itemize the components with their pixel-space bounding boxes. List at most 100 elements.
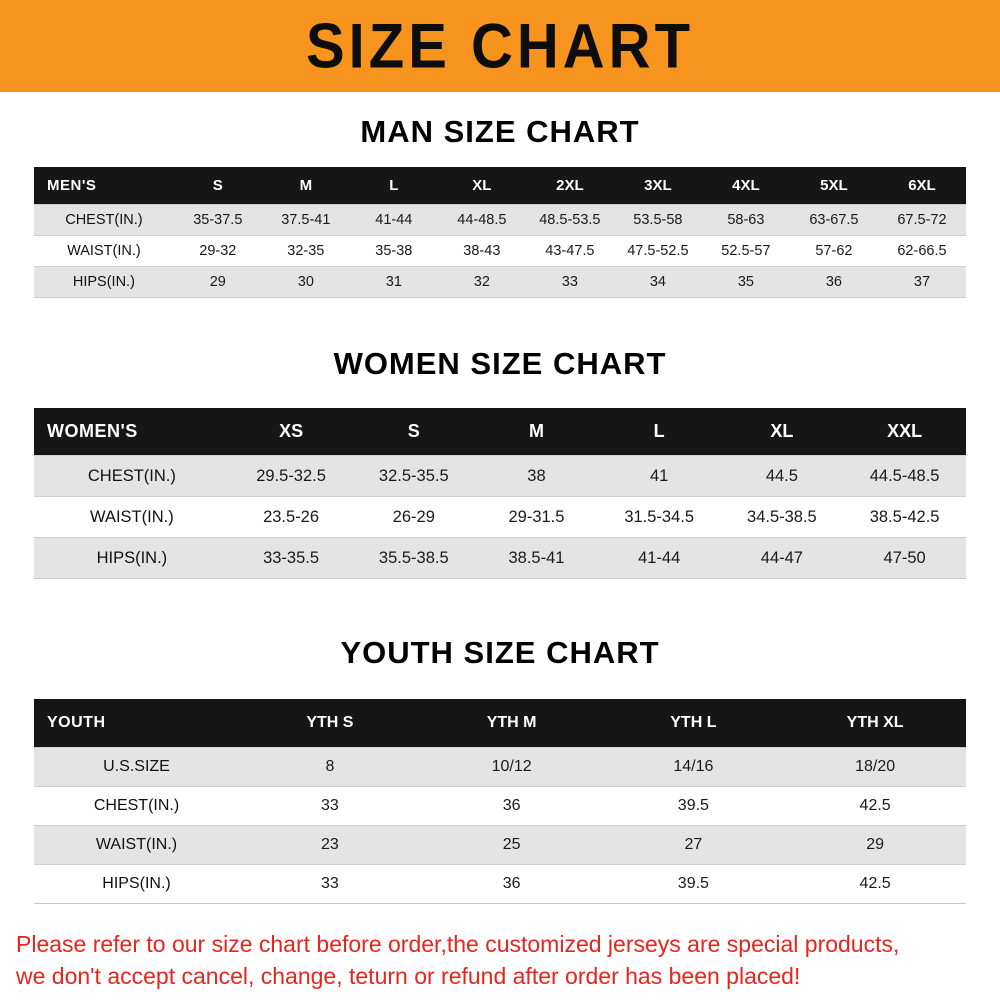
women-section-heading: WOMEN SIZE CHART <box>333 345 667 381</box>
size-column-header: YTH M <box>486 713 537 731</box>
youth-size-section: YOUTH SIZE CHART YOUTH YTH S YTH M YTH L YTH… <box>0 635 1000 904</box>
measurement-label: WAIST(IN.) <box>34 824 240 864</box>
table-title-cell: MEN'S <box>47 176 97 194</box>
measurement-row: WAIST(IN.) 23.5-26 26-29 29-31.5 31.5-34.5 34… <box>34 496 966 538</box>
measurement-value: 38-43 <box>437 234 526 266</box>
size-column-header: XL <box>770 420 794 441</box>
measurement-value: 32 <box>437 265 526 297</box>
measurement-value: 23 <box>239 824 421 864</box>
measurement-value: 36 <box>420 785 603 825</box>
measurement-value: 44.5 <box>720 455 844 497</box>
measurement-row: HIPS(IN.) 33 36 39.5 42.5 <box>34 863 966 903</box>
size-column-header: 6XL <box>908 176 936 194</box>
measurement-value: 29 <box>173 265 262 297</box>
measurement-value: 58-63 <box>701 203 790 235</box>
measurement-value: 23.5-26 <box>229 496 353 538</box>
measurement-value: 32.5-35.5 <box>352 455 476 497</box>
size-column-header: 5XL <box>820 176 848 194</box>
size-column-header: XS <box>279 420 304 441</box>
measurement-value: 14/16 <box>602 746 785 786</box>
measurement-label: WAIST(IN.) <box>34 496 230 538</box>
women-size-table: WOMEN'S XS S M L XL XXL CHEST(IN.) 29.5-32.5 32.5… <box>34 407 966 579</box>
size-column-header: M <box>299 176 313 194</box>
measurement-value: 47.5-52.5 <box>613 234 702 266</box>
measurement-row: WAIST(IN.) 23 25 27 29 <box>34 824 966 864</box>
measurement-value: 34.5-38.5 <box>720 496 844 538</box>
table-title-cell: WOMEN'S <box>47 420 138 441</box>
table-title-cell: YOUTH <box>47 713 106 731</box>
measurement-value: 10/12 <box>420 746 603 786</box>
youth-size-table: YOUTH YTH S YTH M YTH L YTH XL U.S.SIZE 8 10/12… <box>34 699 966 904</box>
measurement-value: 29 <box>784 824 966 864</box>
disclaimer: Please refer to our size chart before or… <box>0 928 1000 993</box>
size-column-header: L <box>653 420 665 441</box>
table-header-row: YOUTH YTH S YTH M YTH L YTH XL <box>34 699 966 747</box>
measurement-value: 33 <box>239 785 421 825</box>
measurement-row: CHEST(IN.) 29.5-32.5 32.5-35.5 38 41 44.5 44.5… <box>34 455 966 497</box>
measurement-value: 31.5-34.5 <box>597 496 721 538</box>
measurement-value: 63-67.5 <box>789 203 878 235</box>
page-title: SIZE CHART <box>306 10 694 82</box>
measurement-value: 38.5-41 <box>475 537 598 579</box>
measurement-value: 33 <box>525 265 614 297</box>
size-column-header: S <box>212 176 223 194</box>
measurement-value: 26-29 <box>352 496 476 538</box>
measurement-value: 44.5-48.5 <box>843 455 966 497</box>
size-column-header: XL <box>472 176 492 194</box>
youth-section-heading: YOUTH SIZE CHART <box>340 635 660 670</box>
measurement-value: 35 <box>701 265 790 297</box>
measurement-value: 36 <box>789 265 878 297</box>
measurement-label: HIPS(IN.) <box>34 265 174 297</box>
measurement-row: CHEST(IN.) 35-37.5 37.5-41 41-44 44-48.5 48.5… <box>34 203 966 235</box>
measurement-value: 57-62 <box>789 234 878 266</box>
measurement-value: 47-50 <box>843 537 966 579</box>
measurement-value: 37.5-41 <box>261 203 350 235</box>
measurement-value: 42.5 <box>784 785 966 825</box>
size-column-header: XXL <box>887 420 923 441</box>
measurement-value: 30 <box>261 265 350 297</box>
size-column-header: 4XL <box>732 176 760 194</box>
measurement-value: 35.5-38.5 <box>352 537 476 579</box>
measurement-value: 35-37.5 <box>173 203 262 235</box>
size-column-header: 3XL <box>644 176 672 194</box>
measurement-value: 25 <box>420 824 603 864</box>
measurement-value: 8 <box>239 746 421 786</box>
measurement-value: 39.5 <box>602 863 785 903</box>
measurement-value: 38 <box>475 455 598 497</box>
measurement-value: 32-35 <box>261 234 350 266</box>
measurement-value: 67.5-72 <box>877 203 966 235</box>
measurement-value: 41 <box>597 455 721 497</box>
women-size-section: WOMEN SIZE CHART WOMEN'S XS S M L XL XXL CHEST(… <box>0 345 1000 579</box>
size-column-header: M <box>528 420 544 441</box>
measurement-value: 18/20 <box>784 746 966 786</box>
measurement-value: 44-48.5 <box>437 203 526 235</box>
measurement-value: 48.5-53.5 <box>525 203 614 235</box>
measurement-value: 31 <box>349 265 438 297</box>
measurement-value: 35-38 <box>349 234 438 266</box>
table-header-row: MEN'S S M L XL 2XL 3XL 4XL 5XL 6XL <box>34 167 966 204</box>
size-column-header: YTH XL <box>846 713 904 731</box>
measurement-row: WAIST(IN.) 29-32 32-35 35-38 38-43 43-47.5 47.… <box>34 234 966 266</box>
men-section-heading: MAN SIZE CHART <box>360 114 640 149</box>
disclaimer-line-2: we don't accept cancel, change, teturn o… <box>16 963 801 990</box>
size-column-header: S <box>407 420 420 441</box>
measurement-label: CHEST(IN.) <box>34 455 230 497</box>
measurement-value: 41-44 <box>349 203 438 235</box>
measurement-value: 42.5 <box>784 863 966 903</box>
size-column-header: YTH L <box>670 713 717 731</box>
measurement-row: HIPS(IN.) 29 30 31 32 33 34 35 36 37 <box>34 265 966 297</box>
measurement-value: 33 <box>239 863 421 903</box>
measurement-label: HIPS(IN.) <box>34 537 230 579</box>
measurement-value: 38.5-42.5 <box>843 496 966 538</box>
measurement-label: U.S.SIZE <box>34 746 240 786</box>
measurement-label: CHEST(IN.) <box>34 785 240 825</box>
measurement-value: 43-47.5 <box>525 234 614 266</box>
men-size-section: MAN SIZE CHART MEN'S S M L XL 2XL 3XL 4XL 5XL 6XL… <box>0 114 1000 298</box>
size-column-header: YTH S <box>306 713 354 731</box>
measurement-value: 53.5-58 <box>613 203 702 235</box>
measurement-value: 52.5-57 <box>701 234 790 266</box>
measurement-value: 29-32 <box>173 234 262 266</box>
measurement-value: 44-47 <box>720 537 844 579</box>
measurement-value: 29-31.5 <box>475 496 598 538</box>
